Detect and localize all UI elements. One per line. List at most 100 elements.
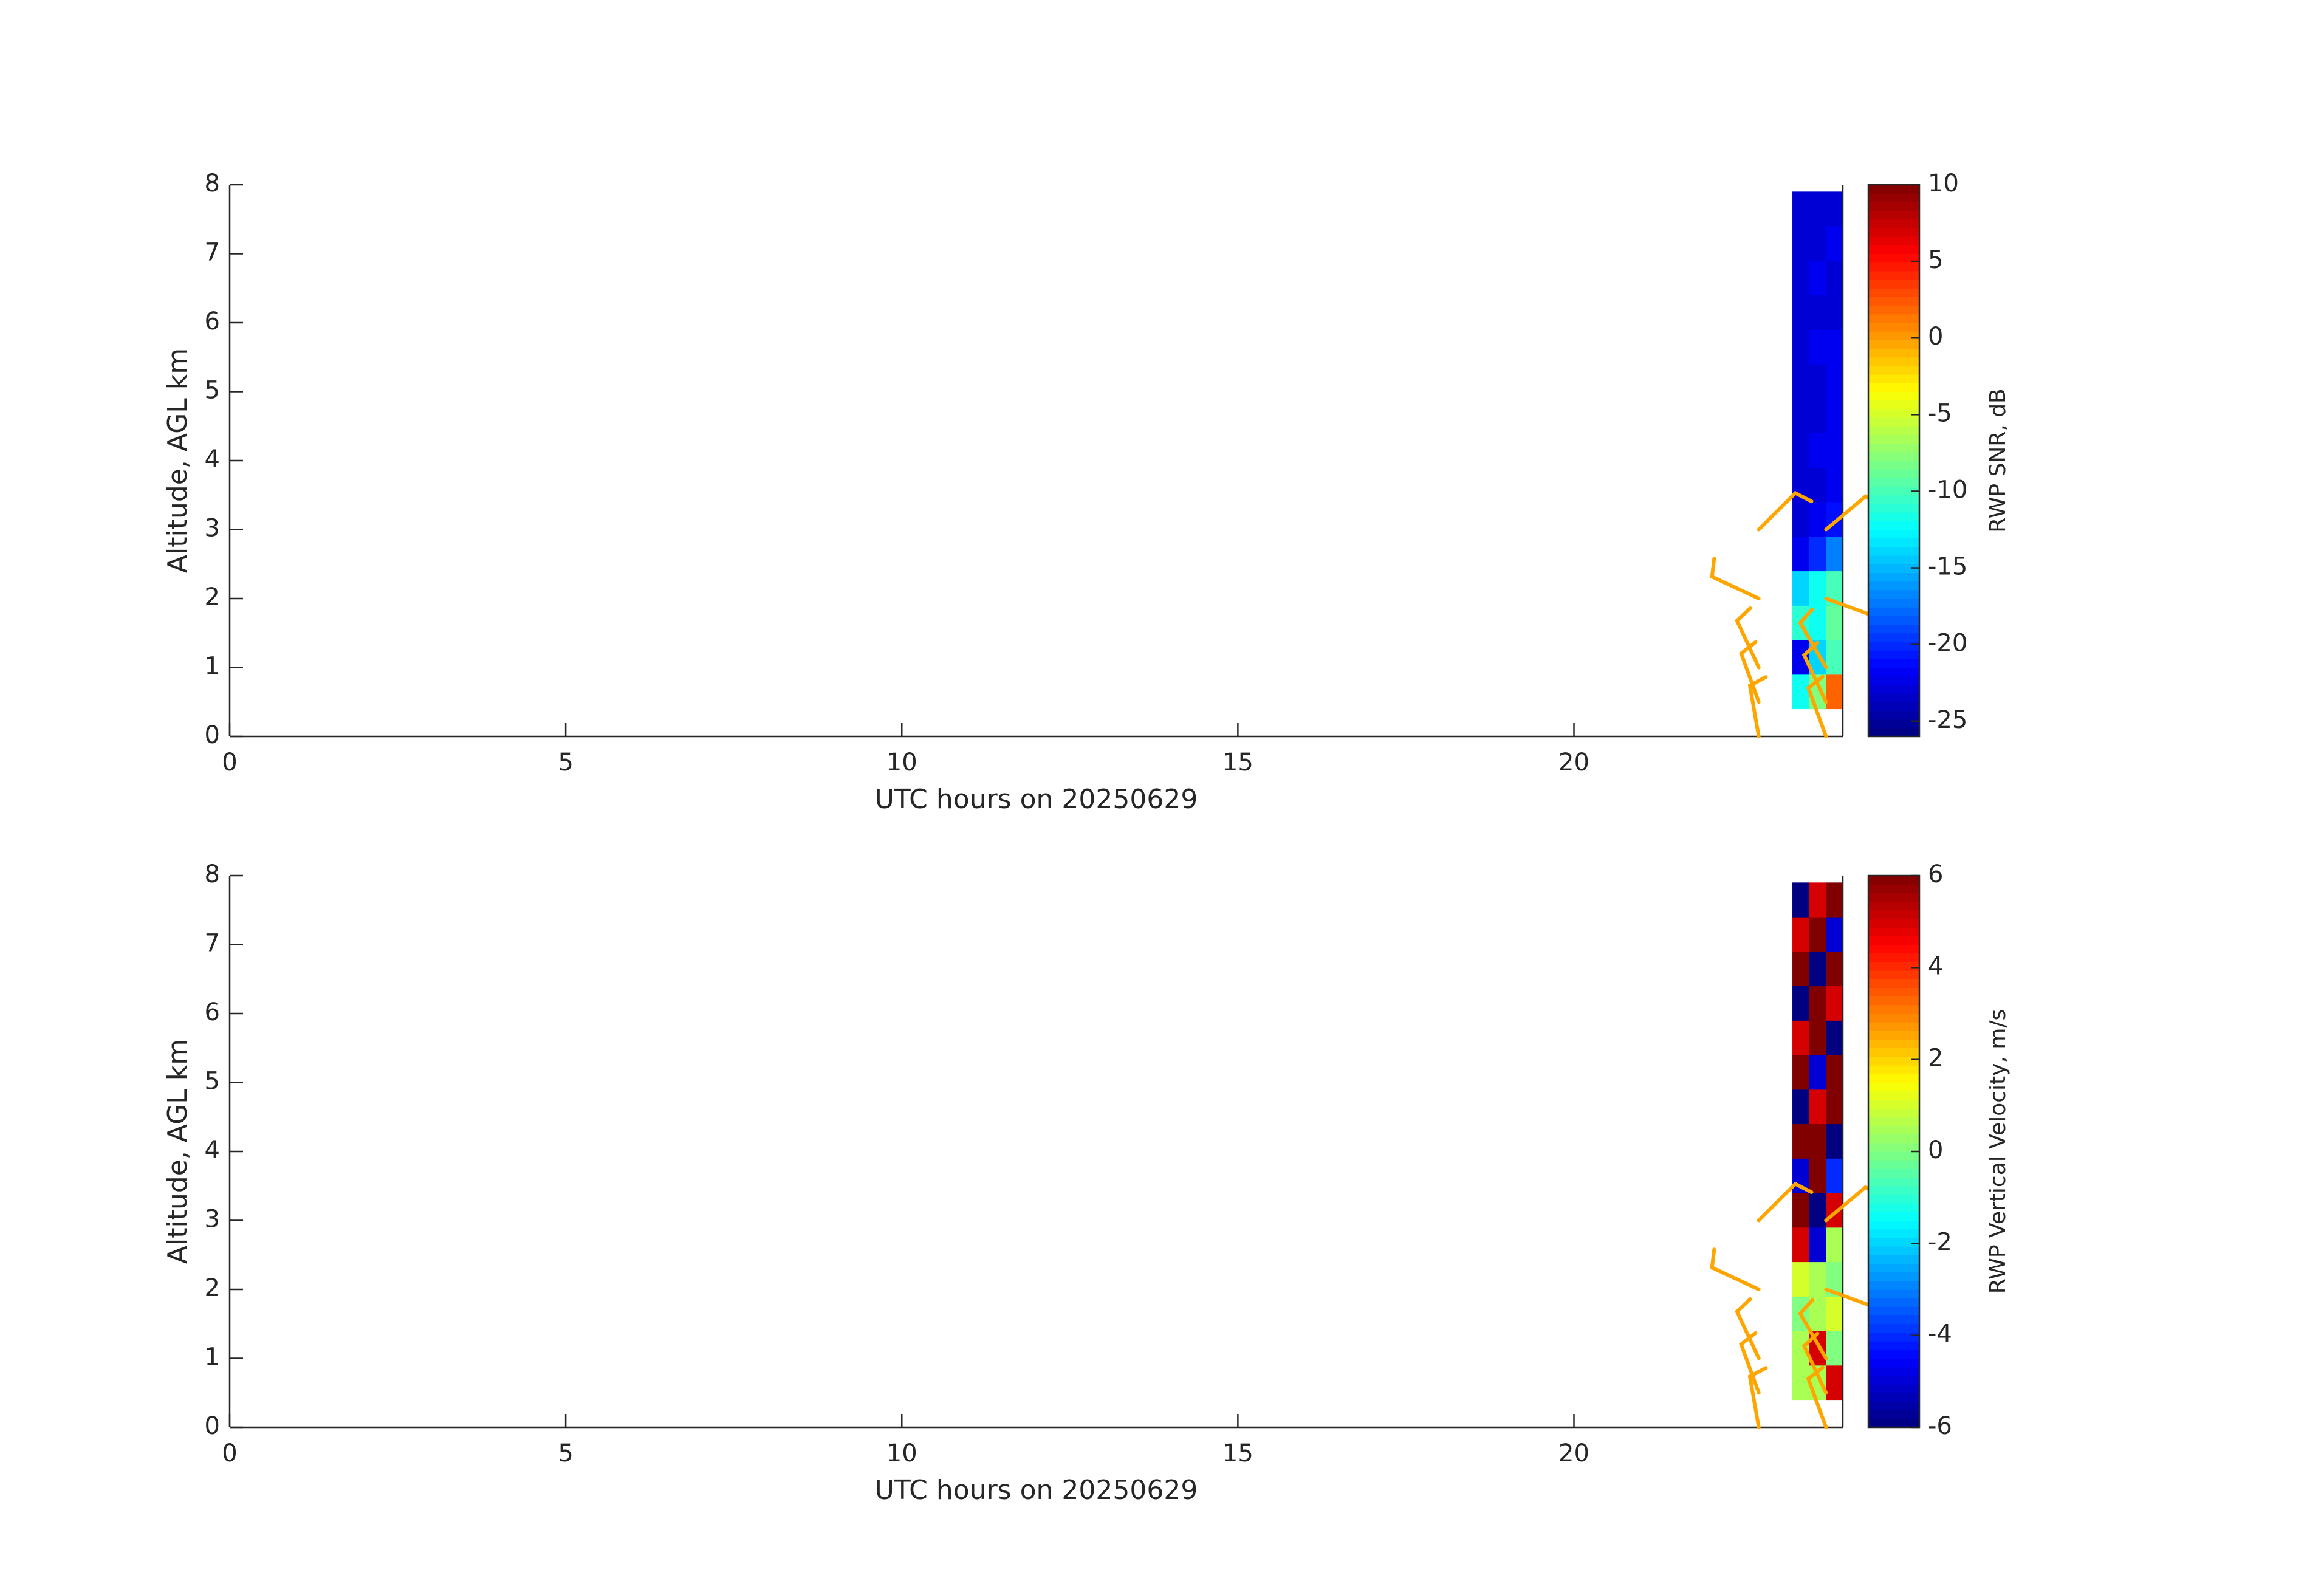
heatmap-cell [1809,364,1826,399]
heatmap-cell [1826,398,1843,434]
y-tick-label: 5 [205,377,220,405]
colorbar-slice [1868,710,1919,720]
heatmap-cell [1809,226,1826,261]
colorbar-slice [1868,374,1919,383]
heatmap-cell [1826,986,1843,1021]
heatmap-cell [1809,1158,1826,1193]
x-axis-label: UTC hours on 20250629 [875,1475,1198,1506]
colorbar-slice [1868,219,1919,228]
colorbar-slice [1868,1298,1919,1307]
colorbar-slice [1868,1177,1919,1187]
heatmap-cell [1809,191,1826,227]
colorbar-slice [1868,451,1919,461]
x-tick-label: 5 [558,1439,573,1467]
colorbar-slice [1868,512,1919,521]
heatmap-cell [1792,571,1810,606]
colorbar-slice [1868,1375,1919,1385]
heatmap-cell [1792,986,1810,1021]
colorbar-slice [1868,650,1919,659]
heatmap-cell [1826,295,1843,330]
colorbar-slice [1868,1229,1919,1238]
colorbar-label: RWP SNR, dB [1986,388,2010,533]
colorbar-slice [1868,1048,1919,1057]
colorbar-slice [1868,1117,1919,1126]
colorbar-slice [1868,676,1919,685]
colorbar-frame [1867,184,1921,738]
colorbar-slice [1868,1022,1919,1031]
heatmap-cell [1826,191,1843,227]
colorbar-slice [1868,1160,1919,1169]
y-tick-label: 8 [205,860,220,888]
colorbar-slice [1868,918,1919,928]
colorbar-slice [1868,461,1919,470]
heatmap-cell [1826,1331,1843,1366]
colorbar-slice [1868,1341,1919,1350]
colorbar-tick-label: -6 [1928,1412,1952,1440]
heatmap-cell [1792,1365,1810,1401]
colorbar-slice [1868,927,1919,936]
colorbar-tick-label: -10 [1928,476,1967,504]
colorbar-slice [1868,193,1919,202]
colorbar-slice [1868,1151,1919,1161]
colorbar-slice [1868,1031,1919,1040]
colorbar-slice [1868,495,1919,504]
heatmap-cell [1809,467,1826,503]
colorbar-slice [1868,633,1919,642]
y-tick-label: 6 [205,307,220,335]
y-tick-label: 7 [205,239,220,267]
colorbar-tick-label: 6 [1928,860,1943,888]
colorbar-slice [1868,236,1919,245]
colorbar-slice [1868,884,1919,893]
colorbar-slice [1868,1246,1919,1255]
heatmap-cell [1792,536,1810,572]
heatmap-cell [1826,640,1843,675]
colorbar-slice [1868,1272,1919,1281]
colorbar-slice [1868,1306,1919,1316]
heatmap-cell [1792,1089,1810,1125]
colorbar-slice [1868,262,1919,272]
y-tick-label: 3 [205,1206,220,1233]
heatmap-cell [1809,1020,1826,1055]
colorbar-slice [1868,297,1919,306]
colorbar-slice [1868,1358,1919,1368]
colorbar-slice [1868,1323,1919,1333]
heatmap-cell [1792,882,1810,918]
y-axis-label: Altitude, AGL km [162,348,193,573]
colorbar-slice [1868,210,1919,220]
wind-barb [1757,1181,1814,1223]
colorbar-slice [1868,1014,1919,1023]
colorbar-slice [1868,1384,1919,1393]
colorbar-slice [1868,1280,1919,1290]
heatmap-cell [1826,1227,1843,1263]
colorbar-slice [1868,979,1919,988]
colorbar-slice [1868,1091,1919,1100]
colorbar-slice [1868,1203,1919,1212]
heatmap-cell [1809,502,1826,537]
heatmap-cell [1809,571,1826,606]
heatmap-cell [1792,1261,1810,1297]
colorbar-slice [1868,659,1919,668]
colorbar-tick-label: 0 [1928,323,1943,351]
wind-barb [1735,1297,1761,1360]
colorbar-slice [1868,348,1919,358]
colorbar-slice [1868,1142,1919,1152]
heatmap-cell [1792,433,1810,468]
wind-barb [1710,1247,1761,1291]
heatmap-cell [1826,951,1843,987]
colorbar-slice [1868,1332,1919,1342]
y-tick-label: 4 [205,1136,220,1164]
heatmap-cell [1792,329,1810,365]
colorbar-tick-label: 5 [1928,246,1943,274]
colorbar-slice [1868,1074,1919,1083]
colorbar-slice [1868,529,1919,539]
colorbar-slice [1868,876,1919,885]
colorbar-slice [1868,288,1919,297]
heatmap-cell [1826,605,1843,640]
colorbar-slice [1868,1168,1919,1178]
colorbar-tick-label: -5 [1928,399,1952,427]
colorbar-slice [1868,1263,1919,1273]
heatmap-cell [1826,329,1843,365]
heatmap-cell [1826,1089,1843,1125]
x-axis-label: UTC hours on 20250629 [875,784,1198,815]
colorbar-slice [1868,434,1919,444]
